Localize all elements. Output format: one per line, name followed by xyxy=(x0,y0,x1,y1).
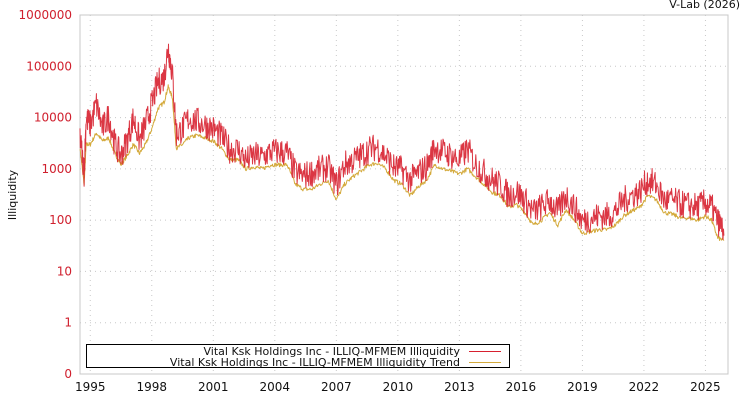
y-tick-label: 0 xyxy=(64,367,72,381)
series-lines xyxy=(79,43,725,241)
legend: Vital Ksk Holdings Inc - ILLIQ-MFMEM Ill… xyxy=(86,344,510,369)
legend-item-trend: Vital Ksk Holdings Inc - ILLIQ-MFMEM Ill… xyxy=(170,356,501,369)
y-tick-label: 100000 xyxy=(26,59,72,73)
plot-frame xyxy=(79,14,729,375)
y-tick-label: 1000000 xyxy=(19,8,72,22)
y-tick-label: 10000 xyxy=(34,111,72,125)
x-tick-label: 2001 xyxy=(198,380,229,394)
x-tick-label: 1995 xyxy=(75,380,106,394)
x-tick-label: 2016 xyxy=(506,380,537,394)
y-tick-label: 1 xyxy=(64,316,72,330)
illiquidity-trend-line xyxy=(79,84,725,241)
y-tick-label: 10 xyxy=(57,264,72,278)
x-tick-label: 2013 xyxy=(444,380,475,394)
y-tick-label: 100 xyxy=(49,213,72,227)
legend-label-illiquidity: Vital Ksk Holdings Inc - ILLIQ-MFMEM Ill… xyxy=(203,345,460,358)
legend-item-illiquidity: Vital Ksk Holdings Inc - ILLIQ-MFMEM Ill… xyxy=(204,345,501,358)
x-tick-label: 2025 xyxy=(690,380,721,394)
credit-label: V-Lab (2026) xyxy=(669,0,740,11)
y-tick-label: 1000 xyxy=(41,162,72,176)
illiquidity-line xyxy=(79,43,725,241)
x-tick-label: 2007 xyxy=(321,380,352,394)
x-tick-label: 2019 xyxy=(567,380,598,394)
legend-swatch-trend xyxy=(469,362,501,363)
x-tick-label: 2004 xyxy=(260,380,291,394)
x-tick-label: 1998 xyxy=(136,380,167,394)
legend-swatch-illiquidity xyxy=(469,351,501,352)
x-axis-ticks: 1995 1998 2001 2004 2007 2010 2013 2016 2019 2022… xyxy=(75,380,721,394)
x-tick-label: 2010 xyxy=(383,380,414,394)
y-axis-label: Illiquidity xyxy=(6,169,19,220)
legend-label-trend: Vital Ksk Holdings Inc - ILLIQ-MFMEM Ill… xyxy=(169,356,460,369)
x-tick-label: 2022 xyxy=(629,380,660,394)
